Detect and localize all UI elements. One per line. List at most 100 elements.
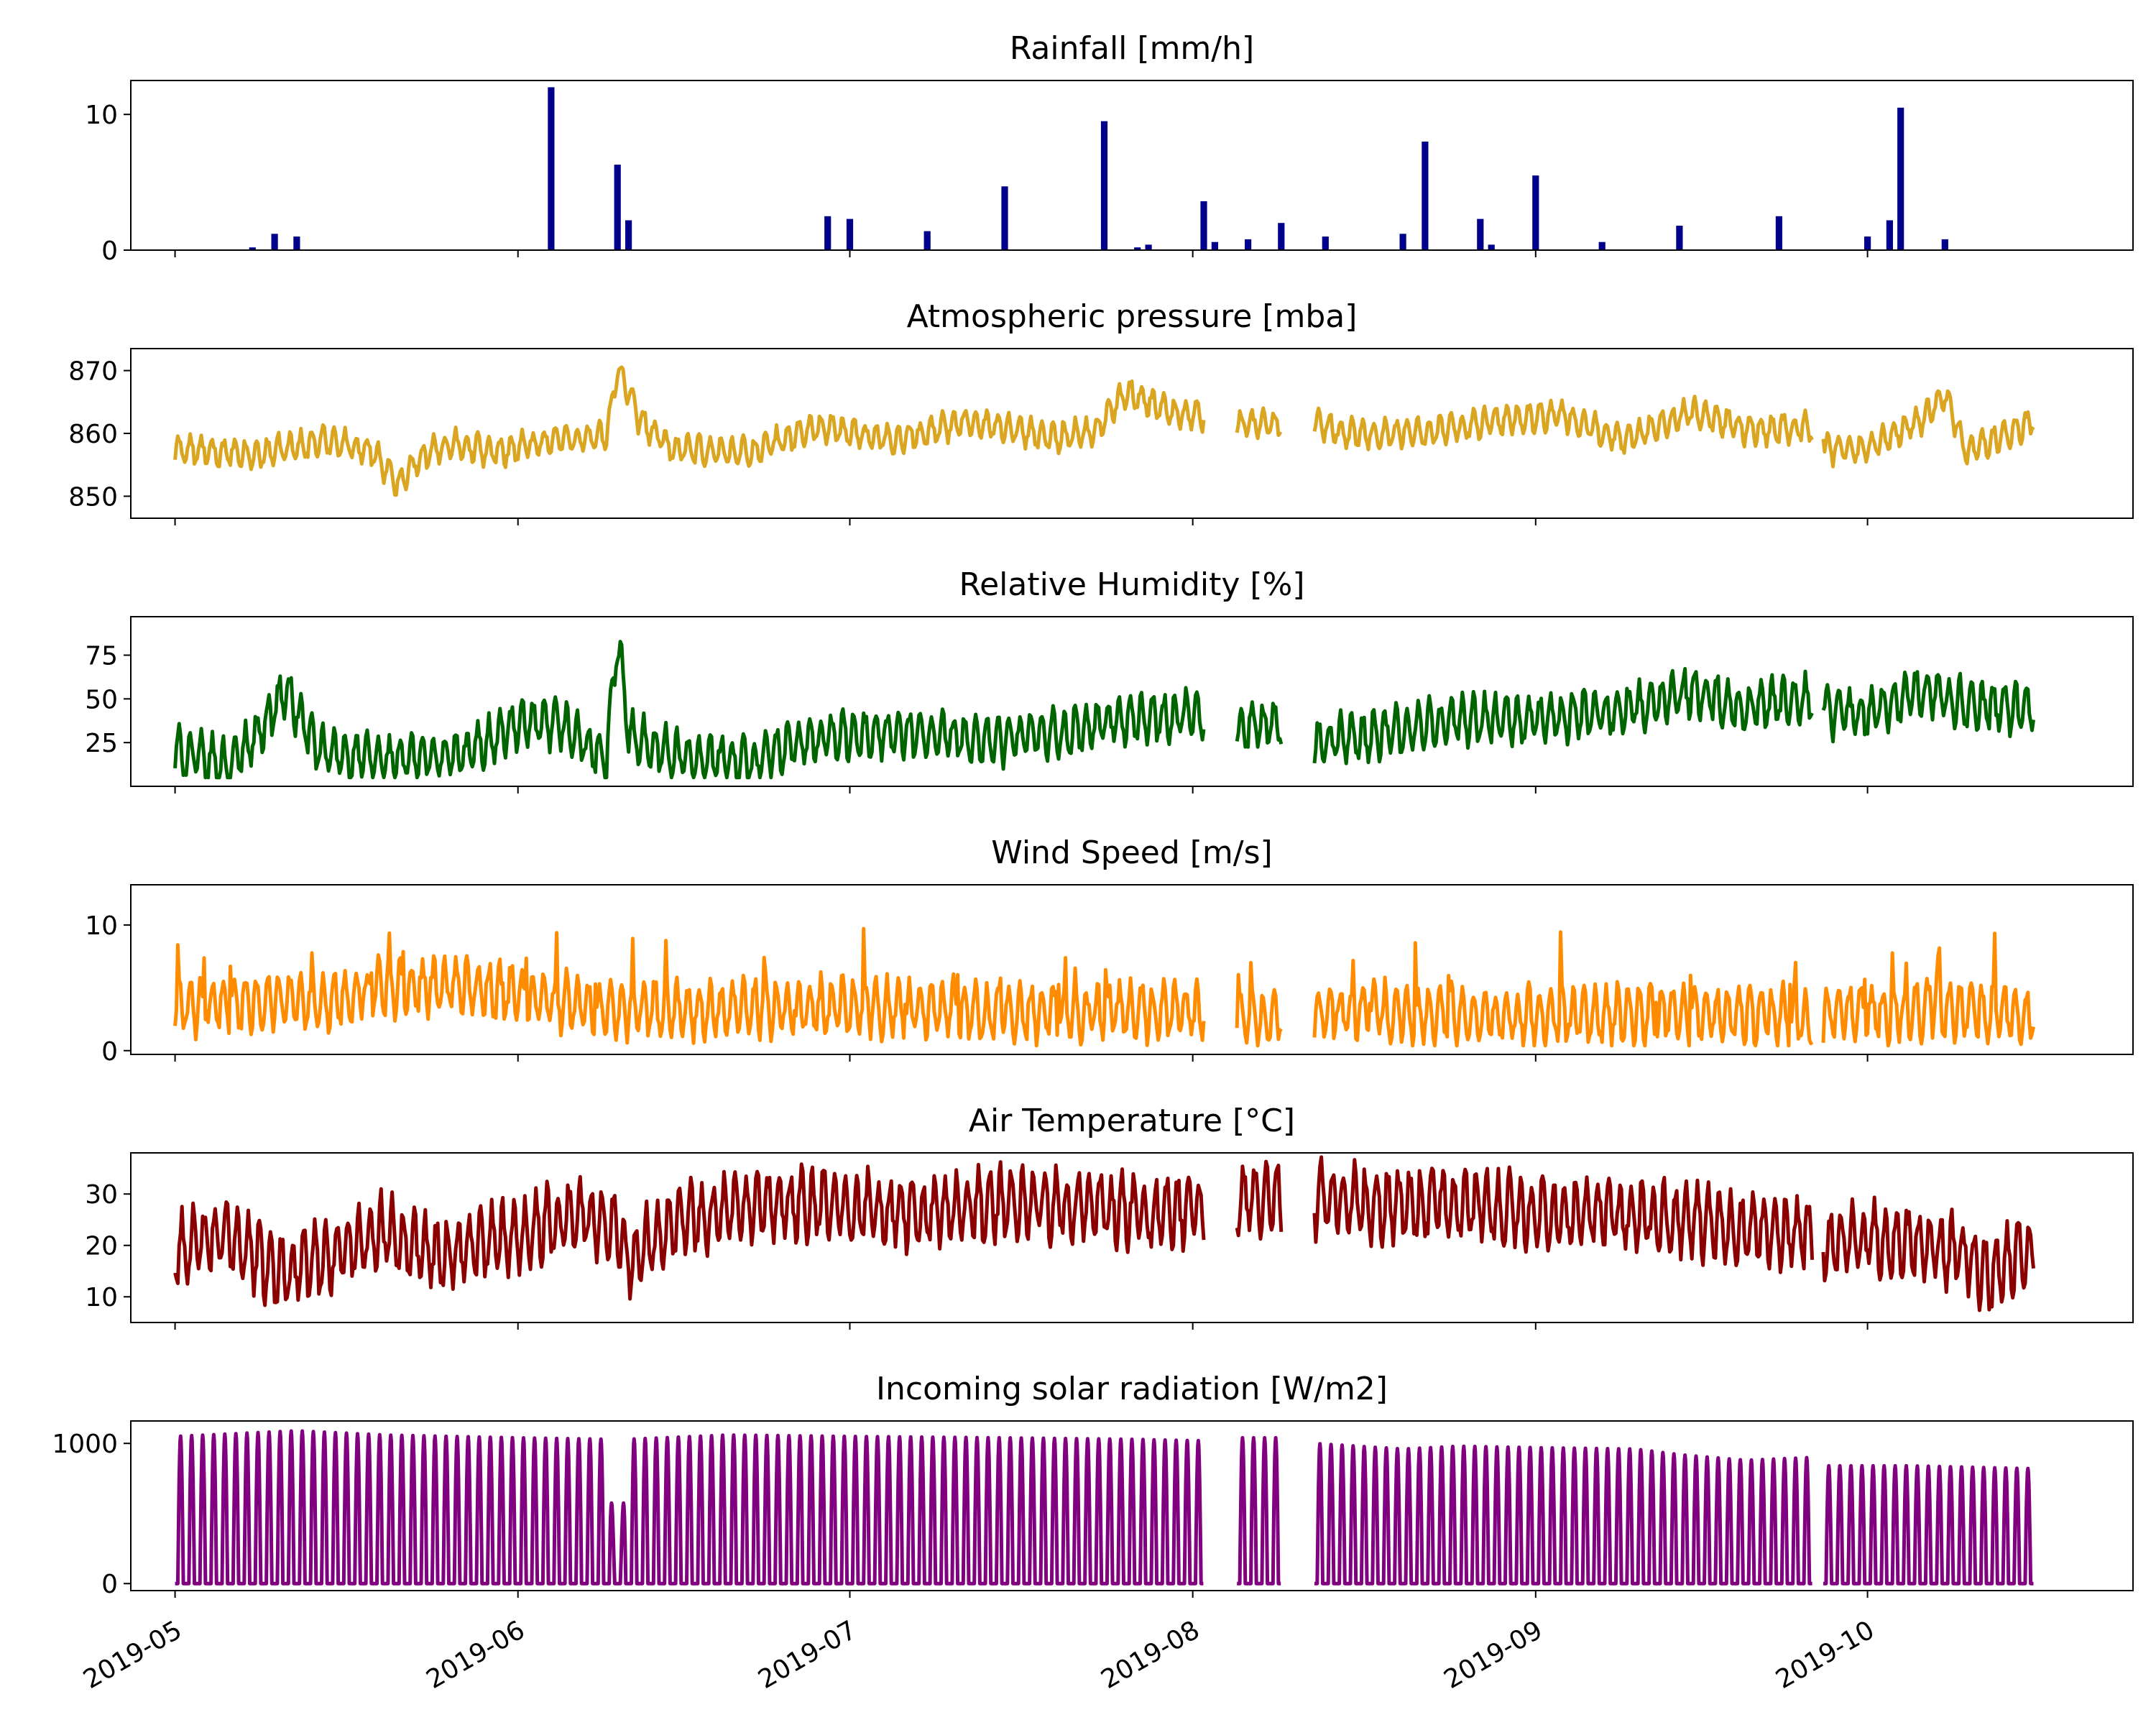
y-axis-ticks: 0 10 <box>85 101 131 266</box>
rainfall-bar <box>1322 236 1329 250</box>
y-tick-label: 25 <box>85 729 118 758</box>
y-axis-ticks: 10 20 30 <box>85 1180 131 1312</box>
panel-title: Air Temperature [°C] <box>969 1103 1295 1139</box>
rainfall-bar <box>1897 107 1904 250</box>
rainfall-bar <box>923 231 931 250</box>
rainfall-bar <box>824 216 831 250</box>
y-axis-ticks: 25 50 75 <box>85 642 131 758</box>
y-tick-label: 75 <box>85 642 118 671</box>
series-line-segment <box>1235 961 1283 1048</box>
x-axis-ticks <box>174 786 1869 794</box>
x-axis-date-labels: 2019-05 2019-06 2019-07 2019-08 2019-09 2019-… <box>78 1615 1879 1695</box>
series-line-segment <box>1235 1435 1282 1586</box>
y-axis-ticks: 0 1000 <box>52 1430 131 1599</box>
rainfall-bar <box>625 220 632 250</box>
rainfall-bar <box>1200 201 1207 250</box>
x-axis-ticks <box>174 250 1869 257</box>
rainfall-bar <box>249 247 256 250</box>
plot-area-frame <box>130 616 2134 787</box>
plot-area-frame <box>130 1420 2134 1591</box>
panel-title: Atmospheric pressure [mba] <box>907 298 1358 335</box>
rainfall-bar <box>1422 142 1429 250</box>
rainfall-bar <box>1941 239 1948 250</box>
rainfall-bar <box>1532 175 1539 250</box>
rainfall-bar <box>1676 226 1683 250</box>
panel-title: Relative Humidity [%] <box>959 566 1304 603</box>
rainfall-bar <box>548 87 555 251</box>
series-line-segment <box>1822 1463 2035 1586</box>
series-line-segment <box>1821 670 2035 744</box>
x-axis-ticks <box>174 1322 1869 1330</box>
y-tick-label: 850 <box>68 482 118 512</box>
y-tick-label: 20 <box>85 1232 118 1261</box>
panel-title: Incoming solar radiation [W/m2] <box>876 1371 1388 1407</box>
rainfall-bar <box>614 165 621 250</box>
series-line-segment <box>1313 1442 1814 1586</box>
series-line-segment <box>1821 932 2035 1048</box>
series-line-segment <box>173 926 1206 1048</box>
series-line-segment <box>173 640 1206 780</box>
humidity-line <box>173 640 2035 780</box>
rainfall-bar <box>1145 244 1152 250</box>
y-tick-label: 0 <box>101 1037 118 1067</box>
panel-rainfall: Rainfall [mm/h] 0 10 <box>85 30 2134 266</box>
rainfall-bar <box>1245 239 1252 250</box>
x-date-label: 2019-06 <box>421 1615 530 1695</box>
plot-area-frame <box>130 348 2134 519</box>
y-tick-label: 0 <box>101 1570 118 1599</box>
series-line-segment <box>1821 1195 2035 1312</box>
series-line-segment <box>173 365 1206 497</box>
panel-wind-speed: Wind Speed [m/s] 0 10 <box>85 834 2134 1067</box>
rainfall-bar <box>1488 244 1495 250</box>
panel-title: Wind Speed [m/s] <box>991 834 1272 871</box>
x-date-label: 2019-05 <box>78 1615 187 1695</box>
y-axis-ticks: 0 10 <box>85 911 131 1067</box>
rainfall-bars <box>249 87 1948 251</box>
series-line-segment <box>1312 930 1814 1048</box>
series-line-segment <box>1235 406 1283 441</box>
panel-title: Rainfall [mm/h] <box>1010 30 1254 67</box>
y-tick-label: 860 <box>68 420 118 449</box>
x-axis-ticks <box>174 1054 1869 1062</box>
x-date-label: 2019-10 <box>1771 1615 1879 1695</box>
y-tick-label: 870 <box>68 357 118 387</box>
y-axis-ticks: 850 860 870 <box>68 357 131 512</box>
plot-area-frame <box>130 80 2134 251</box>
series-line-segment <box>1312 395 1814 455</box>
x-date-label: 2019-07 <box>753 1615 862 1695</box>
panel-solar-radiation: Incoming solar radiation [W/m2] 0 1000 <box>52 1371 2134 1599</box>
plot-area-frame <box>130 884 2134 1055</box>
y-tick-label: 10 <box>85 911 118 941</box>
panel-air-temperature: Air Temperature [°C] 10 20 30 <box>85 1103 2134 1330</box>
plot-area-frame <box>130 1152 2134 1323</box>
series-line-segment <box>1235 700 1284 749</box>
y-tick-label: 30 <box>85 1180 118 1210</box>
wind-speed-line <box>173 926 2035 1048</box>
y-tick-label: 0 <box>101 236 118 266</box>
rainfall-bar <box>1278 223 1285 250</box>
rainfall-bar <box>1001 186 1008 250</box>
series-line-segment <box>1235 1159 1284 1241</box>
series-line-segment <box>173 1429 1205 1586</box>
y-tick-label: 1000 <box>52 1430 118 1459</box>
rainfall-bar <box>1598 242 1606 250</box>
rainfall-bar <box>1399 234 1406 250</box>
x-axis-ticks <box>174 518 1869 525</box>
y-tick-label: 10 <box>85 101 118 130</box>
rainfall-bar <box>1477 218 1484 250</box>
air-temperature-line <box>173 1155 2035 1312</box>
panel-pressure: Atmospheric pressure [mba] 850 860 870 <box>68 298 2134 525</box>
series-line-segment <box>1821 389 2035 469</box>
x-date-label: 2019-09 <box>1439 1615 1548 1695</box>
panel-humidity: Relative Humidity [%] 25 50 75 <box>85 566 2134 794</box>
x-date-label: 2019-08 <box>1096 1615 1204 1695</box>
series-line-segment <box>173 1160 1206 1307</box>
series-line-segment <box>1312 1155 1815 1274</box>
rainfall-bar <box>1864 236 1871 250</box>
x-axis-ticks <box>174 1591 1869 1598</box>
rainfall-bar <box>271 234 278 250</box>
rainfall-bar <box>1134 247 1141 250</box>
solar-radiation-line <box>173 1429 2035 1586</box>
rainfall-bar <box>1211 242 1218 250</box>
